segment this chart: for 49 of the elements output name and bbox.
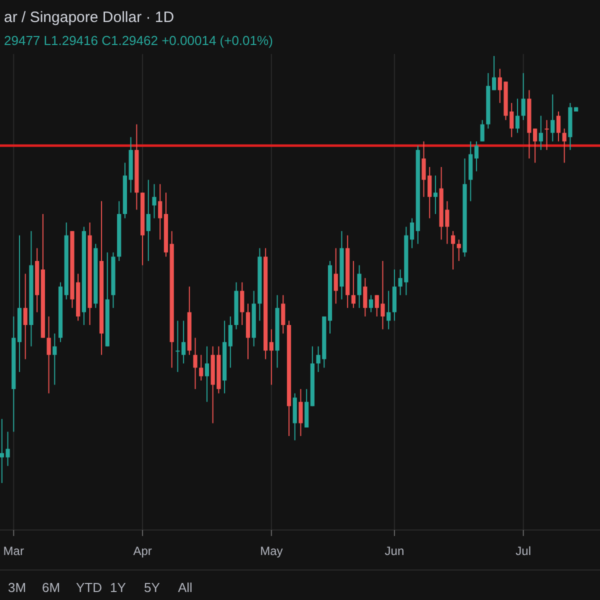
candlestick (23, 273, 28, 360)
candlestick (269, 328, 274, 386)
candlestick (193, 337, 198, 390)
candlestick (46, 316, 51, 394)
candlestick (281, 294, 286, 334)
x-tick-label: Apr (133, 544, 152, 558)
candlestick (515, 98, 520, 134)
candlestick (158, 184, 162, 240)
x-tick-label: Jun (384, 544, 404, 558)
candlestick (538, 115, 543, 150)
candlestick (556, 111, 561, 142)
candlestick (152, 184, 156, 219)
candlestick (562, 128, 566, 164)
candlestick (550, 94, 555, 142)
candlestick (433, 175, 438, 214)
candlestick (52, 333, 57, 386)
candlestick (334, 248, 338, 304)
candlestick (240, 282, 244, 326)
text: 1Y (110, 580, 126, 595)
candlestick (492, 56, 496, 91)
candlestick (386, 290, 391, 330)
candlestick (410, 218, 414, 249)
candlestick (204, 346, 210, 402)
candlestick (480, 120, 484, 142)
x-tick-label: May (260, 544, 283, 558)
candlestick (357, 264, 362, 308)
candlestick (146, 179, 150, 262)
candlestick (456, 239, 461, 262)
candlestick (363, 278, 368, 317)
candlestick (521, 72, 526, 121)
candlestick (544, 120, 549, 150)
candlestick (351, 260, 356, 308)
x-tick-label: Jul (516, 544, 532, 558)
chart-title: ar / Singapore Dollar · 1D (4, 9, 174, 26)
candlestick (176, 320, 180, 372)
x-tick-label: Mar (3, 544, 24, 558)
text: All (178, 580, 193, 595)
candlestick (450, 230, 456, 270)
candlestick (228, 316, 232, 368)
text: YTD (76, 580, 102, 595)
candlestick (368, 294, 374, 313)
text: 5Y (144, 580, 160, 595)
text: 3M (8, 580, 26, 595)
candlestick (181, 320, 186, 364)
text: 6M (42, 580, 60, 595)
chart-subtitle: 29477 L1.29416 C1.29462 +0.00014 (+0.01%) (4, 33, 273, 48)
candlestick (474, 140, 479, 172)
candlestick (298, 388, 303, 437)
candlestick (199, 354, 204, 382)
